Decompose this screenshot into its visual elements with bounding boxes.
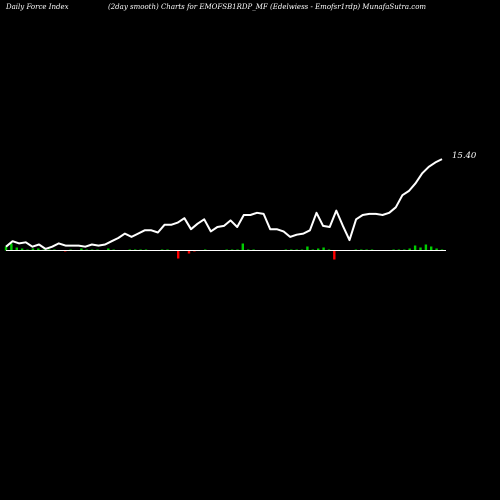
last-value-label: 15.40 bbox=[452, 151, 477, 161]
price-line bbox=[5, 158, 443, 250]
force-index-bar bbox=[317, 248, 320, 251]
force-index-bar bbox=[419, 247, 422, 251]
force-index-bar bbox=[31, 248, 35, 251]
force-index-bar bbox=[107, 248, 110, 251]
force-index-bar bbox=[408, 248, 411, 251]
force-index-bar bbox=[4, 246, 8, 251]
header-left-text: Daily Force Index bbox=[5, 3, 69, 11]
force-index-bar bbox=[306, 246, 309, 251]
force-index-bar bbox=[435, 248, 438, 251]
force-index-bar bbox=[37, 248, 40, 251]
force-index-bar bbox=[15, 247, 18, 251]
header-right-text: (Edelwiess - Emofsr1rdp) MunafaSutra.com bbox=[270, 3, 426, 11]
force-index-bar bbox=[20, 248, 24, 251]
force-index-bar bbox=[430, 246, 433, 251]
force-index-bar bbox=[333, 250, 336, 260]
force-index-bar bbox=[177, 250, 180, 259]
force-index-bar bbox=[413, 245, 417, 251]
force-index-bar bbox=[322, 247, 325, 251]
force-index-bar bbox=[424, 244, 428, 251]
force-index-bar bbox=[241, 243, 244, 251]
chart-title: (2day smooth) Charts for EMOFSB1RDP_MF bbox=[108, 3, 269, 11]
force-index-bar bbox=[187, 250, 191, 254]
force-index-bar bbox=[80, 248, 83, 251]
force-index-bar bbox=[10, 243, 13, 251]
